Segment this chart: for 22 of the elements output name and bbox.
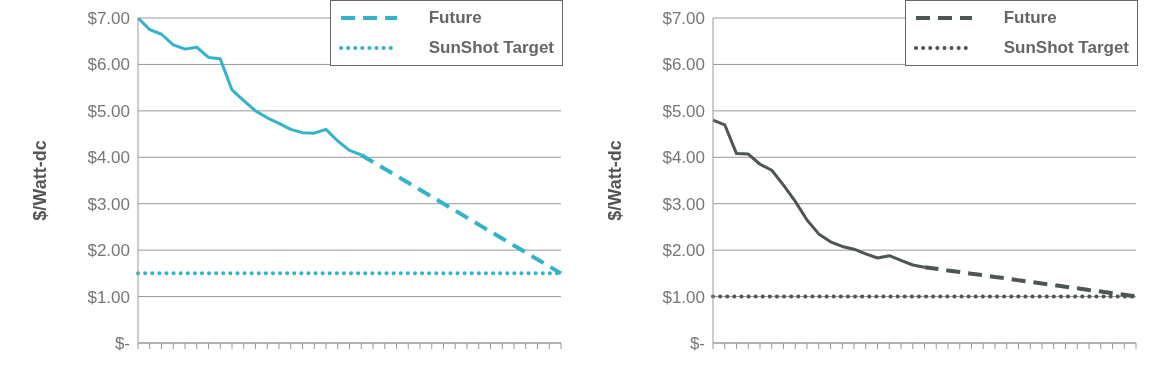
y-tick-label: $3.00 <box>87 194 130 214</box>
legend-label: SunShot Target <box>428 38 554 58</box>
y-tick-label: $1.00 <box>87 287 130 307</box>
y-axis-title: $/Watt-dc <box>30 140 51 221</box>
y-tick-label: $7.00 <box>87 9 130 29</box>
y-tick-label: $- <box>689 334 705 354</box>
y-axis-title: $/Watt-dc <box>605 140 626 221</box>
y-tick-label: $2.00 <box>662 241 705 261</box>
y-tick-label: $5.00 <box>662 101 705 121</box>
y-tick-label: $4.00 <box>662 148 705 168</box>
y-tick-label: $3.00 <box>662 194 705 214</box>
legend-label: SunShot Target <box>1003 38 1129 58</box>
y-tick-label: $5.00 <box>87 101 130 121</box>
y-tick-label: $- <box>114 334 130 354</box>
y-tick-label: $7.00 <box>662 9 705 29</box>
legend-label: Future <box>428 8 482 28</box>
y-tick-label: $6.00 <box>662 55 705 75</box>
y-tick-label: $2.00 <box>87 241 130 261</box>
y-tick-label: $6.00 <box>87 55 130 75</box>
legend-label: Future <box>1003 8 1057 28</box>
y-tick-label: $4.00 <box>87 148 130 168</box>
y-tick-label: $1.00 <box>662 287 705 307</box>
